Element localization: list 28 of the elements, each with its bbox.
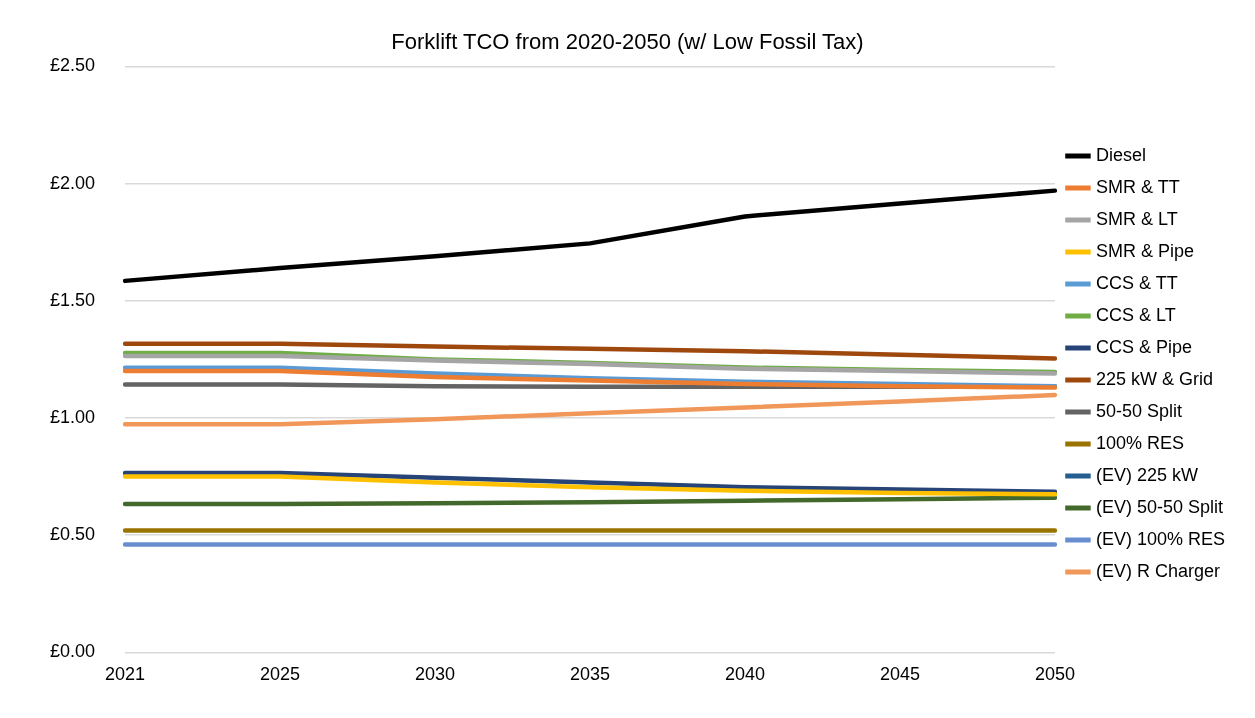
legend-label: (EV) 50-50 Split (1095, 496, 1224, 517)
legend-label: (EV) R Charger (1095, 560, 1220, 581)
legend-label: CCS & Pipe (1095, 336, 1192, 357)
x-tick-label: 2021 (105, 664, 146, 685)
y-tick-label: £0.50 (50, 524, 96, 545)
x-tick-label: 2030 (414, 664, 456, 685)
legend-label: 225 kW & Grid (1095, 368, 1213, 389)
legend-label: CCS & LT (1095, 304, 1176, 325)
legend-label: (EV) 100% RES (1095, 528, 1226, 549)
x-tick-label: 2035 (569, 664, 611, 685)
chart-title: Forklift TCO from 2020-2050 (w/ Low Fossil Tax) (391, 29, 864, 55)
legend-label: Diesel (1095, 144, 1146, 165)
legend-label: 100% RES (1095, 432, 1185, 453)
legend-label: SMR & TT (1095, 176, 1180, 197)
y-tick-label: £2.50 (50, 55, 96, 76)
y-tick-label: £2.00 (50, 172, 96, 193)
y-tick-label: £0.00 (50, 641, 96, 662)
legend-label: SMR & LT (1095, 208, 1178, 229)
y-tick-label: £1.50 (50, 289, 96, 310)
y-tick-label: £1.00 (50, 406, 96, 427)
legend-label: CCS & TT (1095, 272, 1178, 293)
x-tick-label: 2050 (1034, 664, 1075, 685)
legend-label: SMR & Pipe (1095, 240, 1194, 261)
legend-label: (EV) 225 kW (1095, 464, 1198, 485)
legend-label: 50-50 Split (1095, 400, 1183, 421)
x-tick-label: 2025 (260, 664, 301, 685)
x-tick-label: 2045 (879, 664, 920, 685)
x-tick-label: 2040 (724, 664, 765, 685)
